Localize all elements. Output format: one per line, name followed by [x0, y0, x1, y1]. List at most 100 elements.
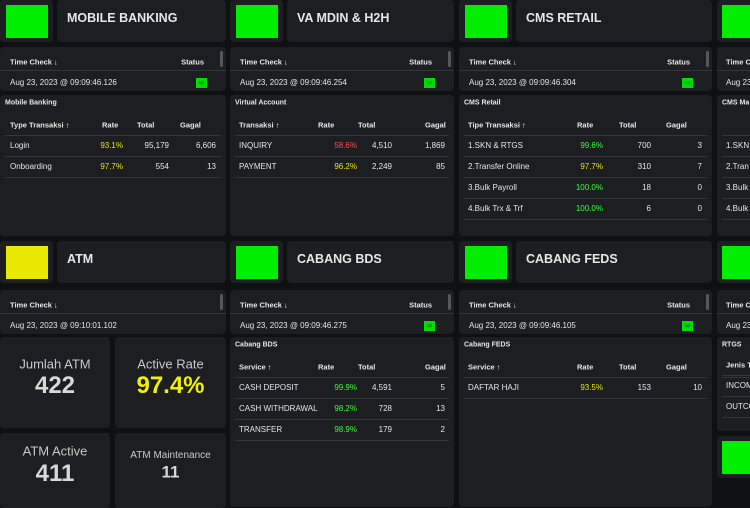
divider — [464, 177, 707, 178]
status-text: up — [684, 323, 691, 329]
indicator-panel — [459, 0, 512, 42]
metric-label: ATM Maintenance — [130, 450, 211, 461]
timestamp: Aug 23, 2023 @ 09:09:46.105 — [469, 321, 576, 330]
time-check-label: Time Check ↓ — [10, 57, 58, 67]
divider — [464, 156, 707, 157]
time-check-panel: Time Check ↓ Status Aug 23, 2023 @ 09:09:4… — [230, 47, 454, 91]
row-name: TRANSFER — [239, 425, 283, 434]
status-indicator — [722, 441, 750, 474]
divider — [5, 177, 221, 178]
row-name: Login — [10, 141, 30, 150]
title-panel: CABANG FEDS — [516, 241, 712, 283]
column-header: Rate — [577, 120, 594, 130]
table-panel: RTGS Jenis T INCOM OUTCO — [717, 337, 750, 431]
row-name: 1.SKN — [726, 141, 750, 150]
divider — [722, 219, 750, 220]
row-name: 2.Tran — [726, 162, 749, 171]
rate-cell: 96.2% — [334, 162, 357, 171]
rate-cell: 93.1% — [100, 141, 123, 150]
indicator-panel — [0, 0, 53, 42]
divider — [722, 156, 750, 157]
divider — [235, 419, 449, 420]
column-header: Total — [137, 120, 155, 130]
panel-title: CABANG BDS — [297, 251, 382, 266]
timestamp: Aug 23, 2023 @ 09:09:46.275 — [240, 321, 347, 330]
status-indicator — [465, 5, 507, 38]
scrollbar — [448, 294, 451, 310]
status-indicator — [465, 246, 507, 279]
rate-cell: 98.2% — [334, 404, 357, 413]
divider — [230, 313, 454, 314]
metric-label: Active Rate — [137, 356, 204, 372]
status-label: Status — [181, 57, 204, 67]
scrollbar — [220, 51, 223, 67]
table-caption: CMS Retail — [464, 99, 501, 107]
time-check-label: Time Check ↓ — [10, 300, 58, 310]
divider — [722, 375, 750, 376]
timestamp: Aug 23, 2023 @ 09:09:46.126 — [10, 78, 117, 87]
table-panel: CMS Retail Tipe Transaksi ↑ Rate Total Gagal… — [459, 95, 712, 236]
panel-title: ATM — [67, 251, 94, 266]
total-cell: 310 — [637, 162, 651, 171]
column-header: Total — [619, 120, 637, 130]
timestamp: Aug 23, 2023 @ 09:09:46.304 — [469, 78, 576, 87]
time-check-panel: Time Check ↓ Status Aug 23, 2023 @ 09:09:4… — [459, 290, 712, 334]
column-header: Rate — [318, 362, 335, 372]
total-cell: 95,179 — [144, 141, 169, 150]
divider — [235, 156, 449, 157]
status-indicator — [722, 5, 750, 38]
gagal-cell: 7 — [697, 162, 702, 171]
indicator-panel — [717, 241, 750, 283]
total-cell: 700 — [637, 141, 651, 150]
column-header: Transaksi ↑ — [239, 120, 280, 130]
indicator-panel — [459, 241, 512, 283]
column-header: Gagal — [180, 120, 201, 130]
row-name: Onboarding — [10, 162, 52, 171]
status-label: Status — [409, 57, 432, 67]
indicator-panel — [230, 241, 283, 283]
status-text: up — [426, 80, 433, 86]
divider — [722, 177, 750, 178]
status-indicator — [236, 246, 278, 279]
scrollbar — [220, 294, 223, 310]
status-badge: up — [682, 321, 693, 331]
total-cell: 554 — [155, 162, 169, 171]
divider — [459, 70, 712, 71]
divider — [717, 70, 750, 71]
table-caption: RTGS — [722, 341, 742, 349]
table-panel: Cabang FEDS Service ↑ Rate Total Gagal DAFTAR… — [459, 337, 712, 507]
divider — [722, 396, 750, 397]
panel-title: CABANG FEDS — [526, 251, 618, 266]
total-cell: 728 — [378, 404, 392, 413]
title-panel: CABANG BDS — [287, 241, 454, 283]
column-header: Rate — [318, 120, 335, 130]
status-badge: up — [196, 78, 207, 88]
title-panel: VA MDIN & H2H — [287, 0, 454, 42]
total-cell: 153 — [637, 383, 651, 392]
gagal-cell: 5 — [440, 383, 445, 392]
divider — [0, 313, 226, 314]
indicator-panel — [0, 241, 53, 283]
scrollbar — [706, 294, 709, 310]
metric-tile: Active Rate 97.4% — [115, 337, 226, 428]
status-badge: up — [424, 321, 435, 331]
table-caption: Cabang FEDS — [464, 341, 511, 349]
rate-cell: 97.7% — [580, 162, 603, 171]
time-check-panel: Time Check ↓ Status Aug 23, 2023 @ 09:09:4… — [459, 47, 712, 91]
divider — [459, 313, 712, 314]
row-name: PAYMENT — [239, 162, 277, 171]
divider — [464, 198, 707, 199]
column-header: Total — [358, 362, 376, 372]
gagal-cell: 1,869 — [424, 141, 445, 150]
total-cell: 6 — [646, 204, 651, 213]
column-header: Gagal — [666, 362, 687, 372]
column-header: Total — [358, 120, 376, 130]
title-panel: ATM — [57, 241, 226, 283]
divider — [722, 135, 750, 136]
table-panel: Virtual Account Transaksi ↑ Rate Total Gagal… — [230, 95, 454, 236]
rate-cell: 98.9% — [334, 425, 357, 434]
row-name: 3.Bulk Payroll — [468, 183, 517, 192]
rate-cell: 100.0% — [575, 183, 603, 192]
